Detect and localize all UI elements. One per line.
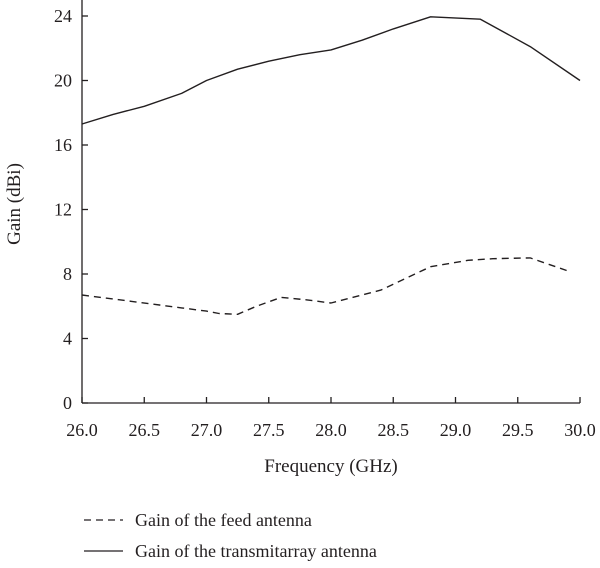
- x-tick-label: 26.0: [66, 420, 98, 440]
- legend-label-feed: Gain of the feed antenna: [135, 510, 312, 530]
- legend-item-feed: Gain of the feed antenna: [84, 510, 312, 530]
- y-tick-label: 0: [63, 393, 72, 413]
- y-tick-label: 12: [54, 200, 72, 220]
- y-tick-label: 24: [54, 6, 72, 26]
- y-ticks: 0 4 8 12 16 20 24: [54, 6, 88, 413]
- y-axis-title: Gain (dBi): [4, 163, 25, 245]
- x-tick-label: 29.0: [440, 420, 472, 440]
- y-tick-label: 20: [54, 71, 72, 91]
- x-tick-label: 27.5: [253, 420, 285, 440]
- y-tick-label: 4: [63, 329, 72, 349]
- x-tick-label: 28.5: [378, 420, 410, 440]
- x-tick-label: 27.0: [191, 420, 223, 440]
- series-line-feed-antenna: [81, 257, 568, 315]
- series-line-transmitarray-antenna: [81, 16, 581, 125]
- legend-item-transmitarray: Gain of the transmitarray antenna: [84, 541, 377, 561]
- y-tick-label: 16: [54, 135, 72, 155]
- legend: Gain of the feed antenna Gain of the tra…: [84, 510, 377, 561]
- legend-label-transmitarray: Gain of the transmitarray antenna: [135, 541, 377, 561]
- y-tick-label: 8: [63, 264, 72, 284]
- series-layer: [81, 16, 581, 315]
- x-tick-label: 26.5: [129, 420, 161, 440]
- x-tick-label: 28.0: [315, 420, 347, 440]
- x-tick-label: 29.5: [502, 420, 534, 440]
- x-tick-label: 30.0: [564, 420, 596, 440]
- x-axis-title: Frequency (GHz): [264, 456, 397, 477]
- plot-area: 0 4 8 12 16 20 24 26.0 26.5 27.0 27.5 28.0 28.5 29.0…: [54, 0, 596, 440]
- x-ticks: 26.0 26.5 27.0 27.5 28.0 28.5 29.0 29.5 30.0: [66, 397, 596, 440]
